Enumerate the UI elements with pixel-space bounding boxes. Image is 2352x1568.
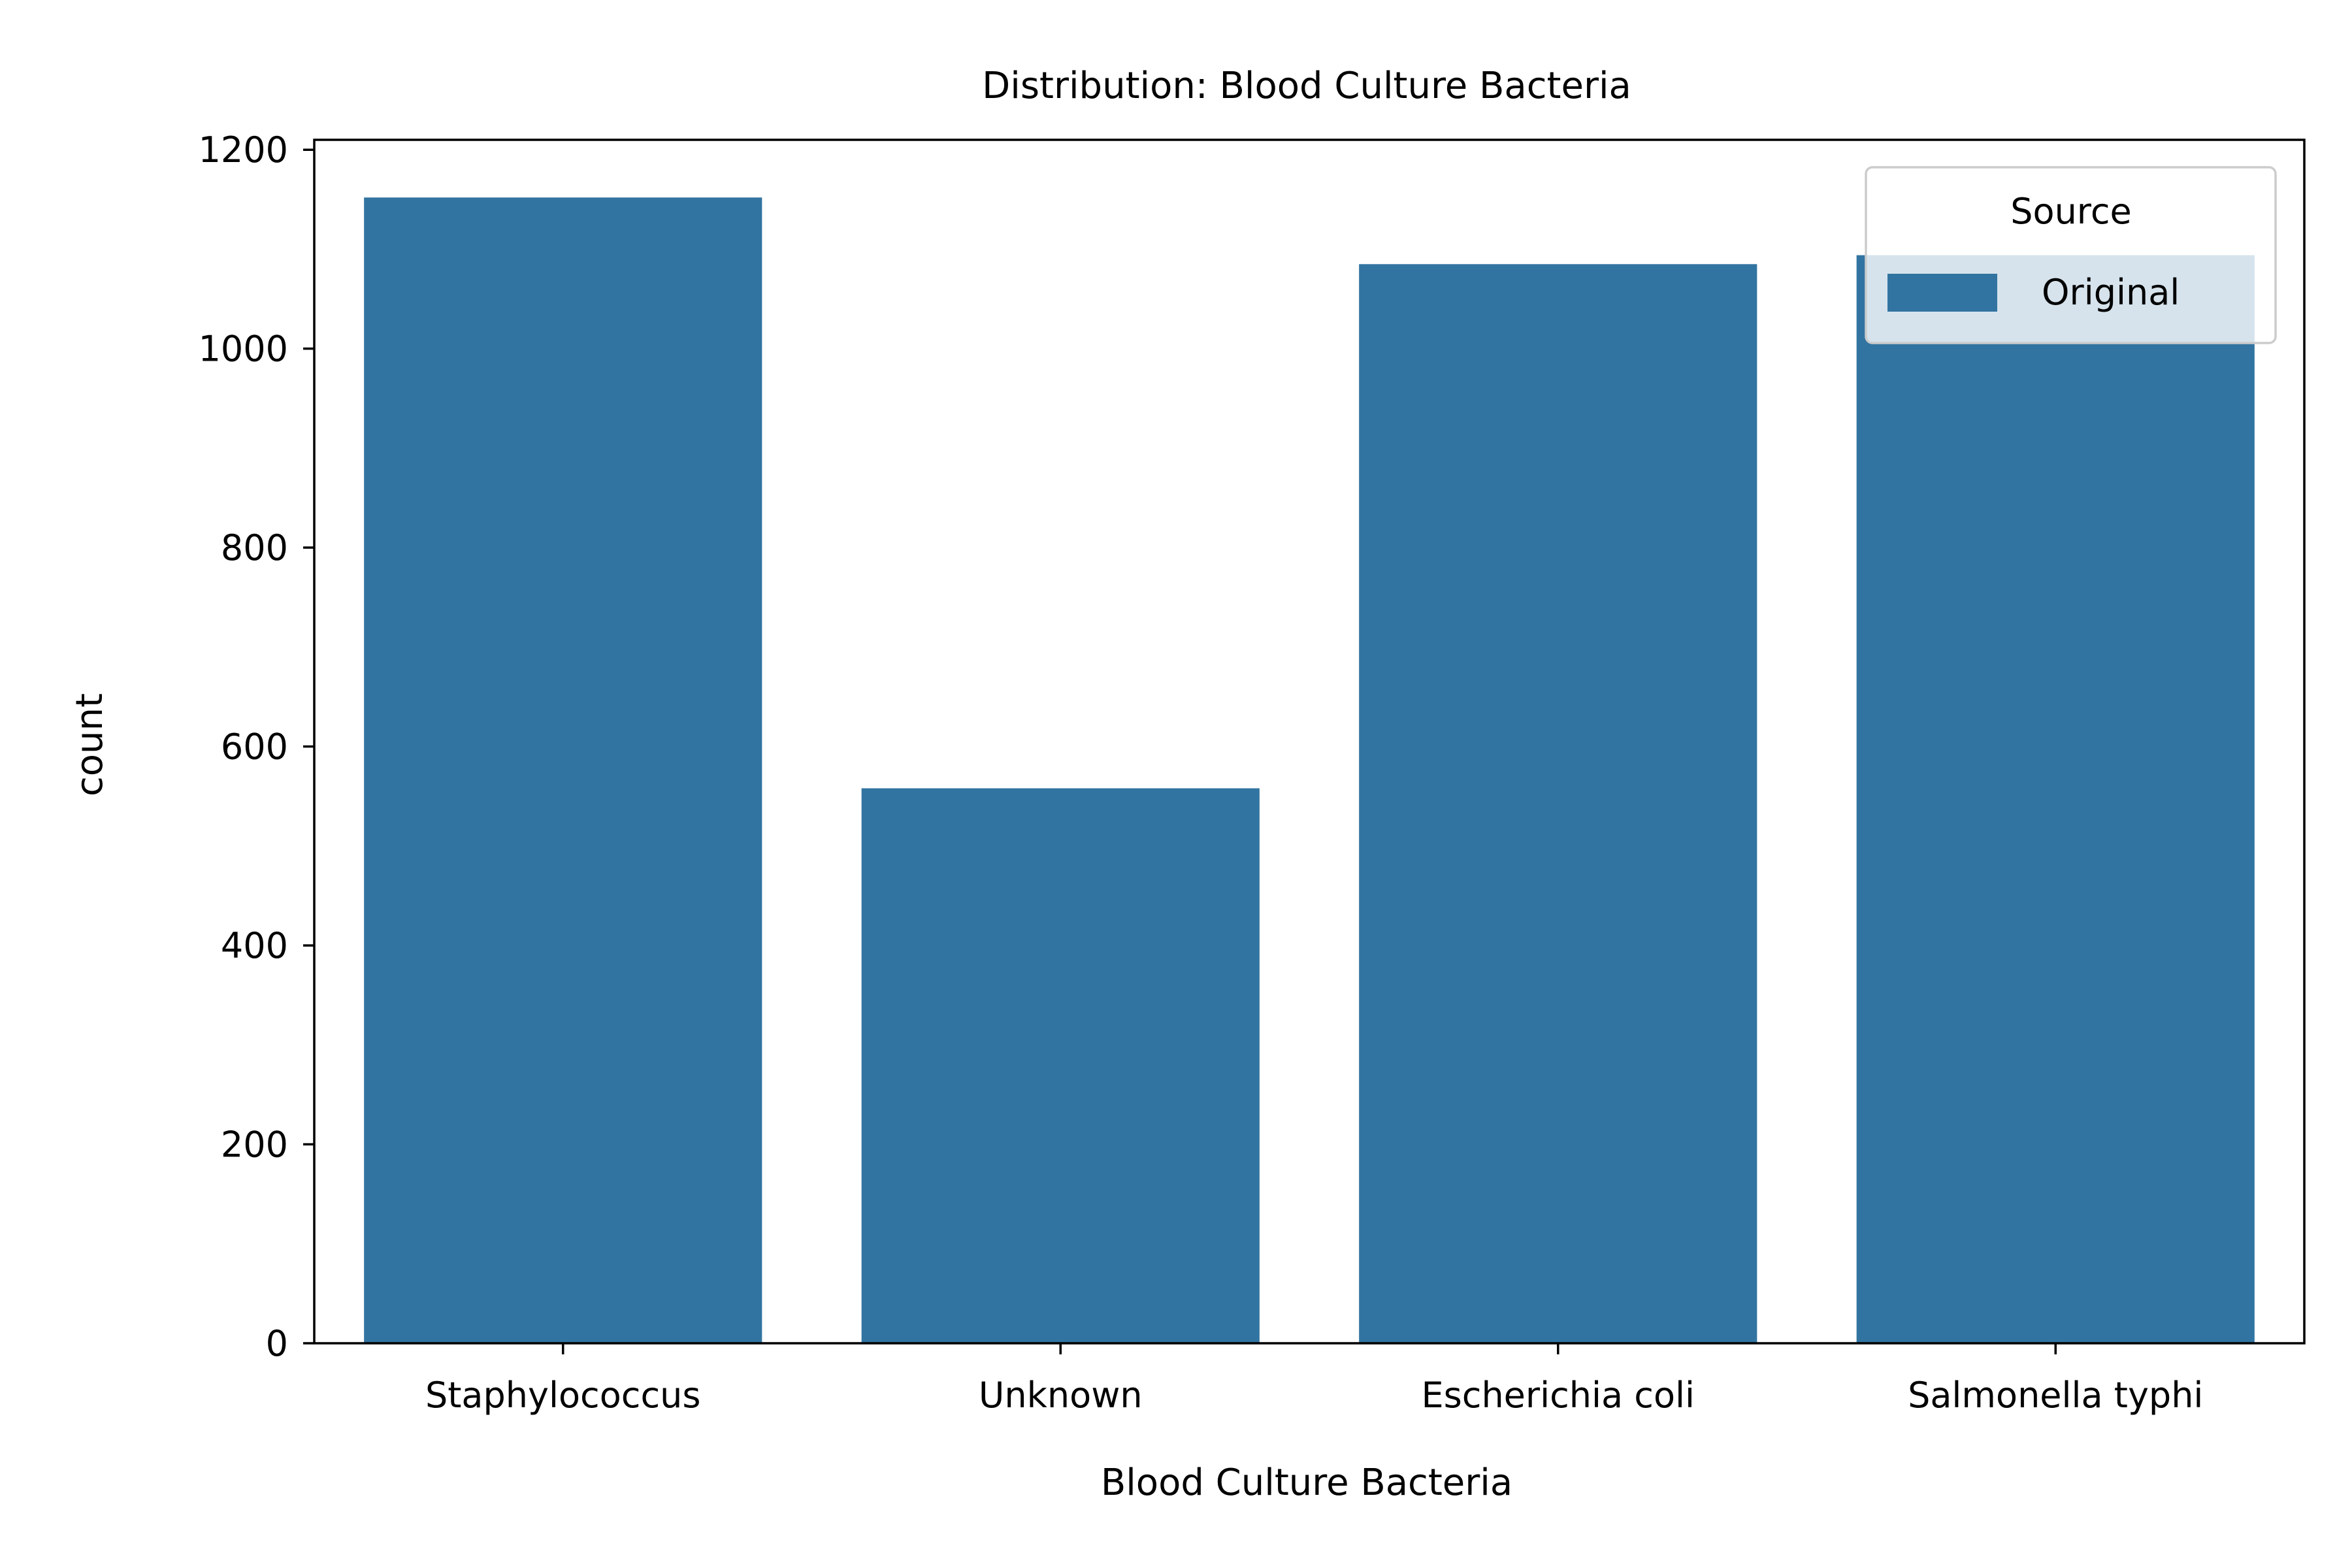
y-axis: 0 200 400 600 800 1000 1200	[199, 129, 314, 1364]
bar-staphylococcus	[364, 197, 762, 1344]
bars-group	[364, 197, 2255, 1344]
legend-swatch-original	[1887, 274, 1997, 312]
legend-title: Source	[2010, 191, 2131, 232]
bar-salmonella-typhi	[1856, 255, 2255, 1344]
y-tick-label-1000: 1000	[199, 329, 288, 370]
x-axis: Staphylococcus Unknown Escherichia coli Sal…	[425, 1343, 2203, 1416]
y-tick-label-200: 200	[221, 1124, 288, 1166]
x-tick-label-escherichia-coli: Escherichia coli	[1422, 1375, 1695, 1416]
x-tick-label-staphylococcus: Staphylococcus	[425, 1375, 701, 1416]
x-axis-label: Blood Culture Bacteria	[1101, 1462, 1512, 1504]
legend-label-original: Original	[2042, 272, 2180, 313]
y-tick-label-600: 600	[221, 727, 288, 768]
y-tick-label-800: 800	[221, 527, 288, 568]
legend: Source Original	[1865, 166, 2277, 344]
plot-frame	[313, 139, 2306, 1345]
bar-unknown	[861, 788, 1260, 1343]
x-tick-label-unknown: Unknown	[979, 1375, 1143, 1416]
y-tick-label-1200: 1200	[199, 129, 288, 171]
x-tick-label-salmonella-typhi: Salmonella typhi	[1908, 1375, 2203, 1416]
y-tick-label-0: 0	[266, 1323, 288, 1364]
y-tick-label-400: 400	[221, 925, 288, 966]
bar-escherichia-coli	[1359, 264, 1757, 1343]
chart-title: Distribution: Blood Culture Bacteria	[982, 65, 1631, 107]
y-axis-label: count	[69, 693, 111, 796]
